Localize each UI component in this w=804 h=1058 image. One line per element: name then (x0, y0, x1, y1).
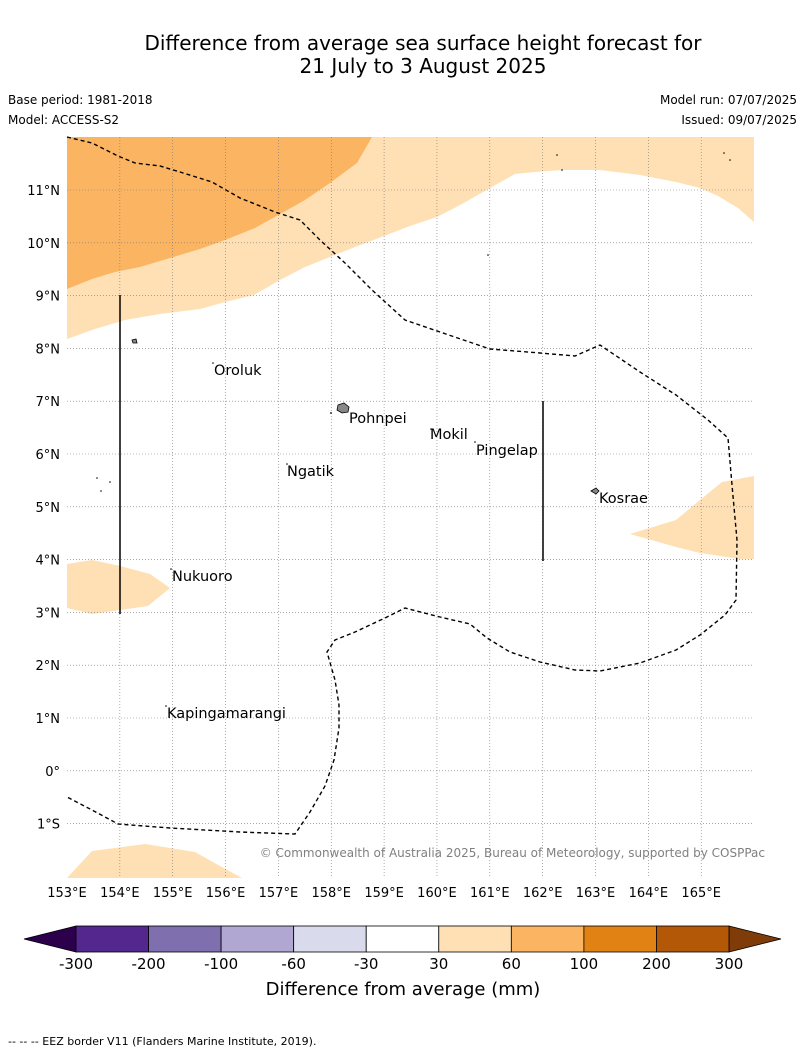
island-dot (474, 441, 476, 443)
island-dot (430, 428, 432, 430)
colorbar-over-arrow (728, 925, 782, 953)
place-kosrae: Kosrae (599, 491, 648, 507)
place-pingelap: Pingelap (476, 443, 538, 459)
lat-label: 1°N (36, 712, 61, 727)
place-ngatik: Ngatik (287, 464, 335, 480)
model-run: Model run: 07/07/2025 (659, 93, 797, 107)
anomaly-region-south (67, 844, 242, 878)
colorbar-tick-label: -30 (354, 955, 379, 973)
lat-label: 2°N (36, 659, 61, 674)
colorbar-segment (510, 925, 585, 953)
map-gridlines (67, 137, 754, 878)
island-dot (286, 463, 288, 465)
colorbar-tick-label: 60 (502, 955, 521, 973)
lon-label: 165°E (681, 886, 721, 901)
island-dot (212, 362, 214, 364)
lon-label: 153°E (47, 886, 87, 901)
island-dot (729, 159, 731, 161)
lat-label: 1°S (37, 818, 60, 833)
anomaly-region-east (630, 476, 754, 559)
title-line-2: 21 July to 3 August 2025 (299, 54, 547, 78)
island-dot (165, 705, 167, 707)
colorbar-segment (220, 925, 295, 953)
place-pohnpei: Pohnpei (349, 411, 407, 427)
colorbar-segment (365, 925, 440, 953)
island-dot (487, 254, 489, 256)
base-period: Base period: 1981-2018 (8, 93, 153, 107)
colorbar-segment (148, 925, 222, 953)
lat-label: 3°N (36, 606, 61, 621)
island-dot (723, 152, 725, 154)
lon-label: 157°E (259, 886, 299, 901)
eez-borders (66, 136, 738, 835)
islands (96, 152, 731, 707)
island-dot (561, 169, 563, 171)
lon-label: 158°E (311, 886, 351, 901)
colorbar-tick-label: -60 (281, 955, 306, 973)
colorbar-label: Difference from average (mm) (266, 979, 541, 1000)
anomaly-region-west (67, 560, 170, 614)
lon-label: 163°E (576, 886, 616, 901)
lon-label: 160°E (417, 886, 457, 901)
colorbar-under-arrow (23, 925, 77, 953)
place-kapingamarangi: Kapingamarangi (167, 706, 286, 722)
place-oroluk: Oroluk (214, 363, 262, 379)
place-nukuoro: Nukuoro (172, 569, 233, 585)
lon-label: 155°E (153, 886, 193, 901)
model-name: Model: ACCESS-S2 (8, 113, 120, 127)
lat-label: 11°N (27, 184, 60, 199)
colorbar-segment (438, 925, 512, 953)
colorbar (23, 925, 782, 953)
colorbar-segment (293, 925, 367, 953)
lat-label: 5°N (36, 501, 61, 516)
forecast-map: Oroluk Pohnpei Mokil Pingelap Ngatik Kos… (23, 136, 782, 1000)
lon-label: 161°E (470, 886, 510, 901)
island-pohnpei-shape (336, 402, 350, 414)
latitude-labels: 11°N 10°N 9°N 8°N 7°N 6°N 5°N 4°N 3°N 2°N 1°N 0° 1°S (27, 184, 60, 833)
anomaly-shading (67, 137, 754, 878)
colorbar-tick-label: -200 (132, 955, 166, 973)
colorbar-tick-label: 30 (429, 955, 448, 973)
lon-label: 159°E (364, 886, 404, 901)
issued-date: Issued: 09/07/2025 (681, 113, 797, 127)
colorbar-ticks: -300 -200 -100 -60 -30 30 60 100 200 300 (59, 955, 743, 973)
eez-border-north (66, 136, 738, 835)
colorbar-segment (583, 925, 657, 953)
lat-label: 4°N (36, 554, 61, 569)
island-dot (556, 154, 558, 156)
lat-label: 10°N (27, 237, 60, 252)
lat-label: 0° (45, 765, 60, 780)
lat-label: 6°N (36, 448, 61, 463)
lat-label: 7°N (36, 395, 61, 410)
place-mokil: Mokil (430, 427, 468, 443)
lon-label: 154°E (100, 886, 140, 901)
eez-footnote: -- -- -- EEZ border V11 (Flanders Marine… (8, 1035, 317, 1048)
colorbar-tick-label: -300 (59, 955, 93, 973)
anomaly-region-north-dark (67, 137, 372, 289)
lon-label: 162°E (523, 886, 563, 901)
copyright-notice: © Commonwealth of Australia 2025, Bureau… (260, 846, 765, 860)
island-dot (100, 490, 102, 492)
island-dot (170, 568, 172, 570)
colorbar-tick-label: -100 (204, 955, 238, 973)
colorbar-tick-label: 200 (642, 955, 671, 973)
island-west-shape (131, 338, 138, 344)
colorbar-tick-label: 100 (570, 955, 599, 973)
colorbar-segment (656, 925, 730, 953)
lat-label: 8°N (36, 342, 61, 357)
chart-title: Difference from average sea surface heig… (0, 32, 804, 78)
island-dot (330, 412, 332, 414)
longitude-labels: 153°E 154°E 155°E 156°E 157°E 158°E 159°E 160°E… (47, 886, 721, 901)
lon-label: 164°E (629, 886, 669, 901)
colorbar-segment (75, 925, 149, 953)
title-line-1: Difference from average sea surface heig… (144, 31, 702, 55)
island-kosrae-shape (590, 487, 600, 495)
lon-label: 156°E (206, 886, 246, 901)
colorbar-tick-label: 300 (715, 955, 744, 973)
island-dot (96, 477, 98, 479)
lat-label: 9°N (36, 290, 61, 305)
island-dot (109, 481, 111, 483)
